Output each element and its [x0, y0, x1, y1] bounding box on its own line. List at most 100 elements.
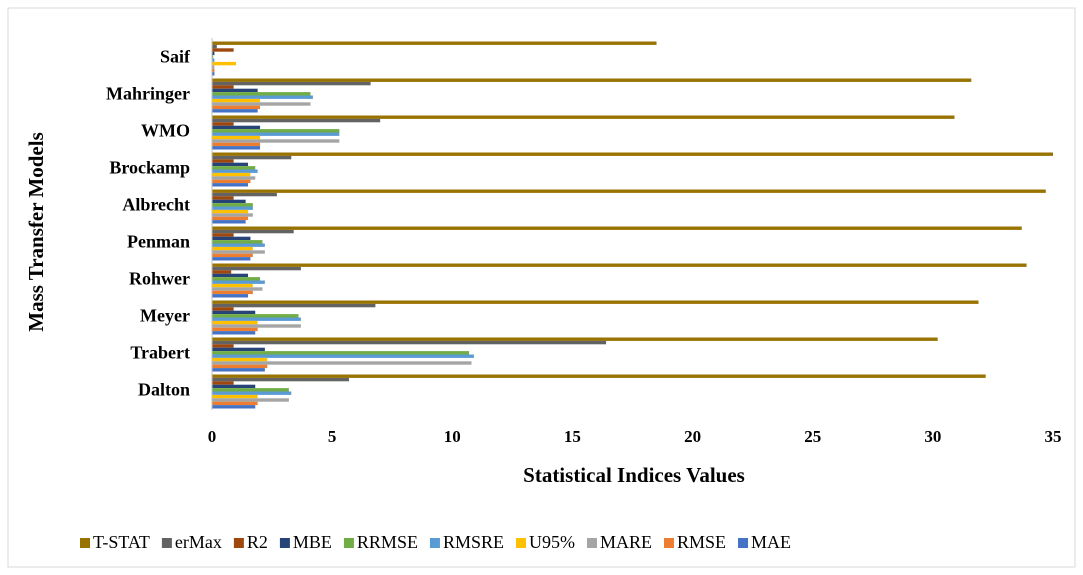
bar: [212, 176, 256, 180]
bar: [212, 213, 253, 217]
legend-label: RMSE: [677, 532, 726, 552]
y-tick-label: WMO: [141, 121, 190, 141]
y-tick-label: Mahringer: [106, 84, 190, 104]
bar: [212, 340, 607, 345]
bar: [212, 199, 246, 204]
legend-label: T-STAT: [93, 532, 150, 552]
bar: [212, 398, 289, 402]
x-tick-label: 5: [328, 427, 337, 446]
bar: [212, 88, 258, 93]
bar: [212, 394, 258, 399]
bar: [212, 377, 349, 382]
bar: [212, 125, 261, 130]
bar: [212, 327, 258, 332]
bar: [212, 277, 261, 281]
bar: [212, 361, 472, 365]
bar: [212, 357, 268, 362]
legend-label: U95%: [529, 532, 575, 552]
x-axis-title: Statistical Indices Values: [523, 463, 745, 487]
bar: [212, 381, 234, 385]
bar: [212, 347, 265, 352]
bar: [212, 203, 253, 207]
y-tick-label: Trabert: [130, 343, 190, 363]
bar: [212, 206, 253, 210]
bar: [212, 172, 251, 177]
bar: [212, 209, 249, 214]
legend-label: RRMSE: [357, 532, 418, 552]
bar: [212, 129, 340, 133]
bar: [212, 92, 311, 96]
legend-swatch: [161, 538, 172, 548]
y-tick-label: Brockamp: [109, 158, 190, 178]
bar: [212, 280, 265, 284]
bar: [212, 240, 263, 244]
bar: [212, 236, 251, 241]
bar: [212, 72, 215, 76]
bar: [212, 98, 261, 103]
bar: [212, 324, 301, 328]
bar: [212, 270, 232, 274]
bar: [212, 364, 268, 369]
bar: [212, 55, 214, 59]
y-tick-label: Albrecht: [122, 195, 190, 215]
bar: [212, 226, 1022, 230]
bar: [212, 283, 253, 288]
legend-swatch: [664, 538, 674, 548]
bar: [212, 384, 256, 389]
bar: [212, 287, 263, 291]
legend-swatch: [586, 538, 597, 548]
bar: [212, 61, 237, 66]
legend-label: MARE: [600, 532, 652, 552]
bar: [212, 146, 261, 150]
bar: [212, 263, 1027, 267]
bar: [212, 344, 234, 348]
bar: [212, 81, 371, 86]
legend-swatch: [343, 538, 354, 548]
legend-label: RMSRE: [443, 532, 504, 552]
bar: [212, 351, 470, 355]
bar: [212, 253, 253, 258]
bar: [212, 135, 261, 140]
y-tick-label: Meyer: [140, 306, 190, 326]
bar: [212, 294, 249, 298]
bar: [212, 303, 376, 308]
bar: [212, 196, 234, 200]
x-tick-label: 30: [924, 427, 941, 446]
bar: [212, 166, 256, 170]
bar: [212, 102, 311, 106]
bar: [212, 257, 251, 261]
y-tick-label: Saif: [160, 47, 191, 67]
legend-swatch: [233, 538, 244, 548]
y-tick-label: Penman: [127, 232, 190, 252]
chart-border: [7, 7, 1076, 568]
x-tick-label: 20: [684, 427, 701, 446]
bar: [212, 405, 256, 409]
bar: [212, 317, 301, 321]
bar: [212, 337, 938, 341]
bar: [212, 331, 256, 335]
bar: [212, 118, 381, 123]
bar: [212, 368, 265, 372]
bar: [212, 51, 215, 56]
bar: [212, 229, 294, 234]
bar: [212, 220, 246, 224]
bar: [212, 320, 258, 325]
bar: [212, 68, 215, 73]
bar: [212, 109, 258, 113]
y-axis-title: Mass Transfer Models: [24, 132, 48, 332]
bar: [212, 354, 474, 358]
bar: [212, 48, 234, 52]
bar: [212, 243, 265, 247]
x-tick-label: 15: [564, 427, 581, 446]
bar: [212, 152, 1053, 156]
bar: [212, 169, 258, 173]
legend-label: erMax: [175, 532, 222, 552]
x-tick-label: 0: [208, 427, 217, 446]
bar: [212, 233, 234, 237]
bar: [212, 159, 234, 163]
legend-label: MBE: [293, 532, 332, 552]
bar: [212, 401, 258, 406]
legend-swatch: [429, 538, 440, 548]
x-tick-label: 25: [804, 427, 821, 446]
